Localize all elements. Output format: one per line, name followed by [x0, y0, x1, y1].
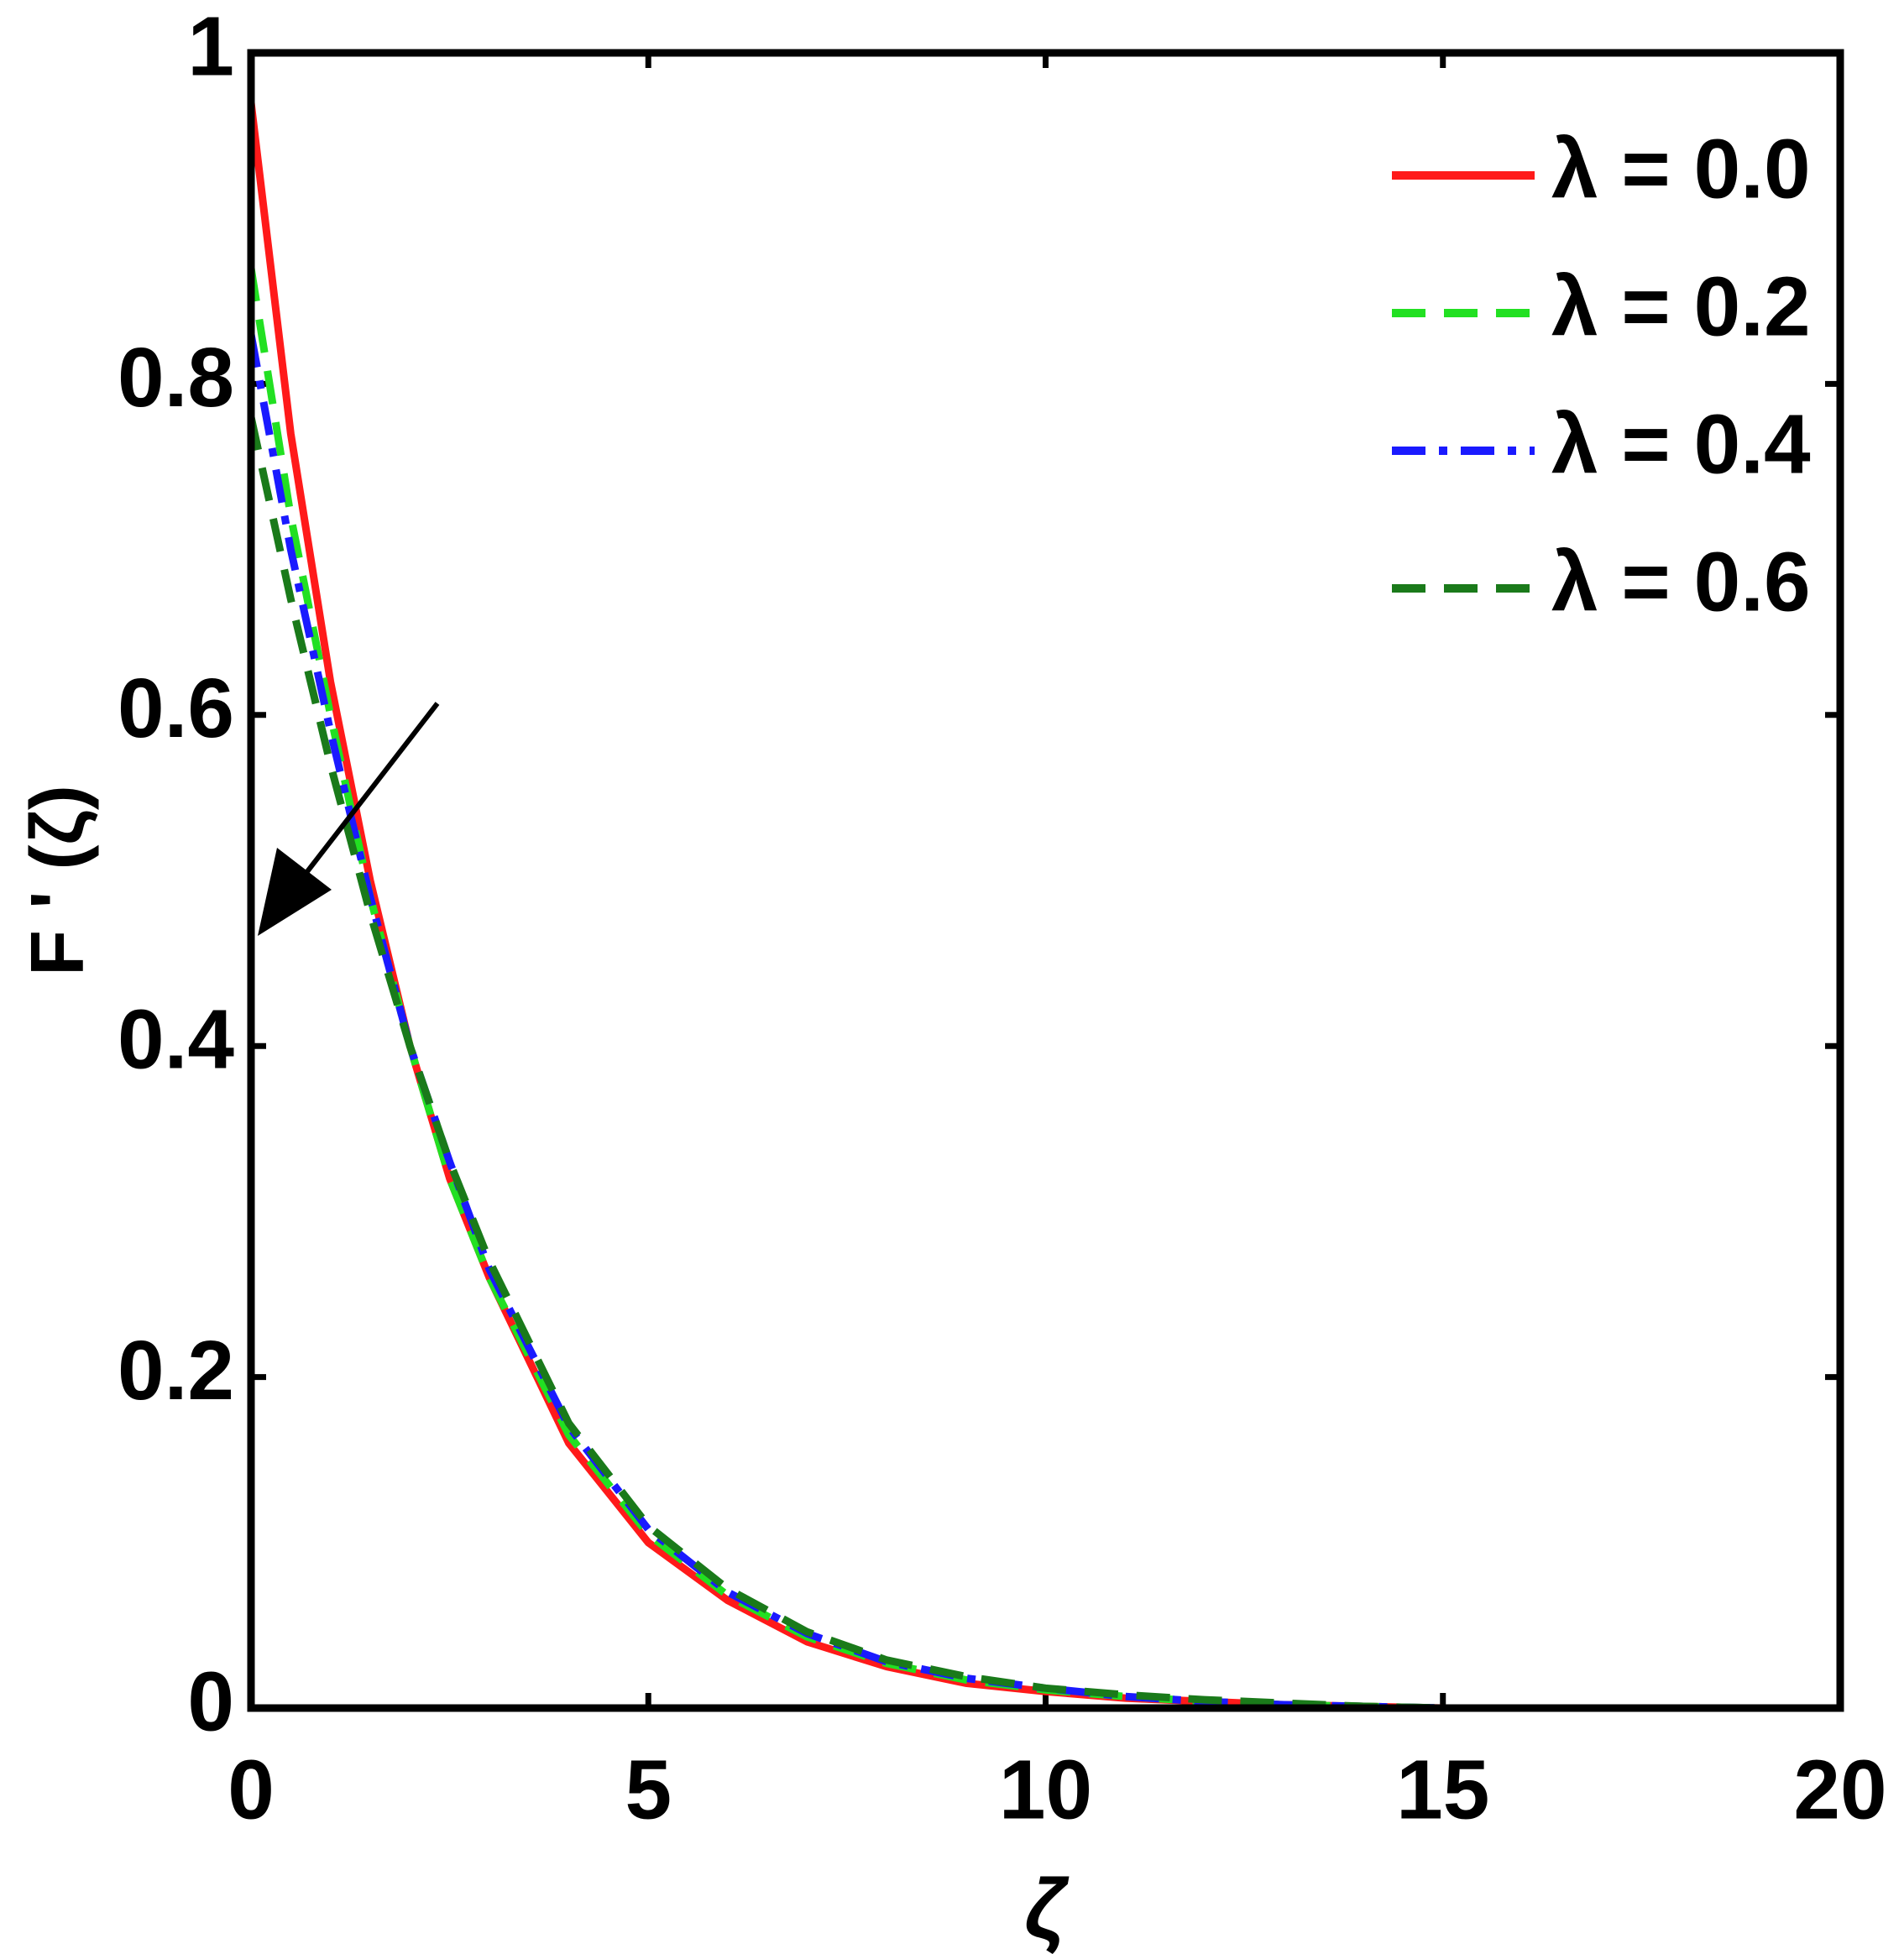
y-axis-label: F ' (ζ) — [16, 785, 100, 976]
x-tick-label: 15 — [1396, 1742, 1489, 1836]
legend-label: λ = 0.2 — [1551, 259, 1811, 353]
y-tick-label: 0 — [187, 1654, 234, 1748]
series-line — [247, 333, 1840, 1712]
y-tick-label: 0.6 — [118, 661, 234, 755]
y-tick-label: 1 — [187, 0, 234, 93]
x-tick-label: 20 — [1793, 1742, 1886, 1836]
x-tick-label: 10 — [999, 1742, 1092, 1836]
axes-frame — [247, 49, 1844, 1712]
y-tick-label: 0.2 — [118, 1324, 234, 1418]
annotation-arrow — [258, 702, 440, 936]
x-tick-label: 5 — [625, 1742, 672, 1836]
x-axis-label: ζ — [1024, 1862, 1070, 1954]
y-tick-label: 0.4 — [118, 993, 234, 1087]
series-line — [247, 415, 1840, 1712]
legend-label: λ = 0.6 — [1551, 535, 1811, 629]
legend-label: λ = 0.0 — [1551, 122, 1811, 216]
x-tick-label: 0 — [228, 1742, 275, 1836]
y-tick-label: 0.8 — [118, 331, 234, 425]
legend-label: λ = 0.4 — [1551, 397, 1811, 491]
